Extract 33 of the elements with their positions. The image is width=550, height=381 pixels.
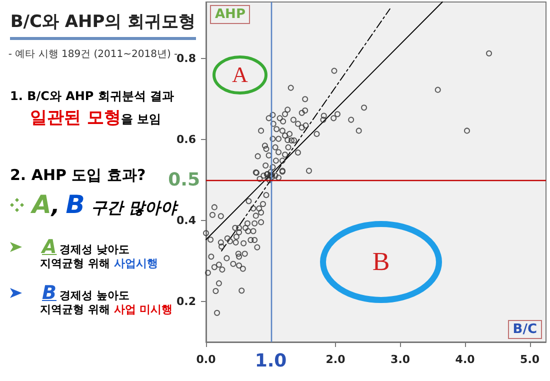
x-tick-label: 2.0 xyxy=(326,353,346,366)
text: 경제성 낮아도 xyxy=(60,242,130,257)
text: 사업시행 xyxy=(114,256,158,271)
text: - 예타 시행 189건 (2011~2018년) - xyxy=(8,48,178,60)
x-tick-label: 3.0 xyxy=(390,353,410,366)
text: 을 보임 xyxy=(120,111,162,128)
ref-line-label: 1.0 xyxy=(254,350,287,372)
text: , xyxy=(51,194,60,219)
x-axis-title: B/C xyxy=(508,320,542,339)
y-tick-label: 0.6 xyxy=(176,133,196,146)
text: 1. B/C와 AHP 회귀분석 결과 xyxy=(10,88,174,105)
text: 지역균형 위해 xyxy=(40,302,110,317)
text: A xyxy=(42,236,57,258)
ref-line-label: 0.5 xyxy=(168,170,200,191)
y-tick-label: 0.4 xyxy=(176,214,196,228)
text: A xyxy=(32,190,52,219)
text: B xyxy=(66,190,85,219)
text: 구간 많아야 xyxy=(90,198,176,217)
text: 2. AHP 도입 효과? xyxy=(10,166,146,185)
y-tick-label: 0.2 xyxy=(176,295,196,308)
annotation: B xyxy=(372,247,390,277)
x-tick-label: 0.0 xyxy=(196,353,216,366)
x-tick-label: 5.0 xyxy=(520,353,540,366)
y-axis-title: AHP xyxy=(210,5,250,24)
x-tick-label: 4.0 xyxy=(455,353,476,366)
annotation: A xyxy=(232,62,248,88)
y-tick-label: 0.8 xyxy=(176,52,196,66)
text: 지역균형 위해 xyxy=(40,256,110,271)
text: 사업 미시행 xyxy=(114,302,173,317)
text: B xyxy=(42,282,56,304)
text: 경제성 높아도 xyxy=(59,288,130,303)
text: B/C와 AHP의 회귀모형 xyxy=(10,10,196,40)
text: 일관된 모형 xyxy=(30,107,121,129)
